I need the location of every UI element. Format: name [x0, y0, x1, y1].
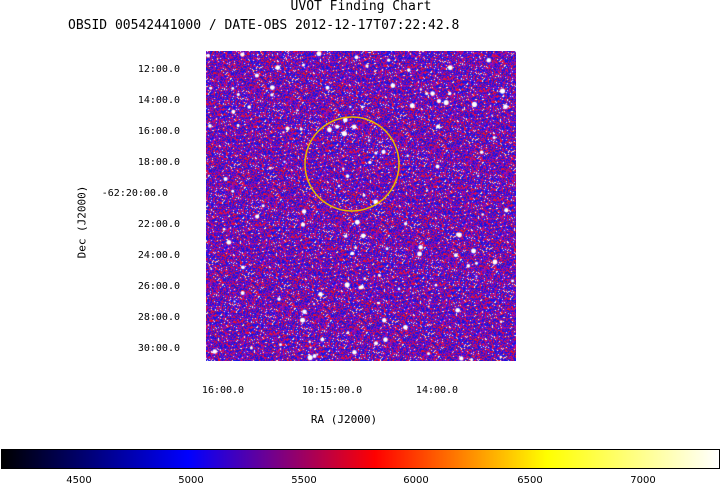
dec-tick-label: 24:00.0 — [137, 250, 180, 261]
colorbar-tick-label: 5500 — [291, 475, 317, 486]
dec-tick-label: 26:00.0 — [137, 281, 180, 292]
dec-tick-label: 16:00.0 — [137, 126, 180, 137]
chart-subtitle: OBSID 00542441000 / DATE-OBS 2012-12-17T… — [68, 18, 460, 33]
dec-tick-label: 30:00.0 — [137, 343, 180, 354]
dec-tick-label: 14:00.0 — [137, 95, 180, 106]
colorbar — [1, 449, 720, 469]
region-overlay — [304, 116, 400, 212]
colorbar-tick-label: 5000 — [178, 475, 204, 486]
y-axis-label: Dec (J2000) — [75, 185, 89, 259]
x-axis-label: RA (J2000) — [310, 413, 378, 426]
ra-tick-label: 14:00.0 — [415, 385, 459, 396]
ra-tick-label: 10:15:00.0 — [301, 385, 363, 396]
sky-image[interactable] — [206, 51, 516, 361]
colorbar-tick-label: 6500 — [517, 475, 543, 486]
dec-tick-label: 22:00.0 — [137, 219, 180, 230]
dec-tick-label: 12:00.0 — [137, 64, 180, 75]
chart-title: UVOT Finding Chart — [290, 0, 432, 14]
ra-tick-label: 16:00.0 — [201, 385, 245, 396]
dec-tick-label: 18:00.0 — [137, 157, 180, 168]
source-region-circle — [304, 116, 400, 212]
dec-tick-label: -62:20:00.0 — [101, 188, 168, 199]
colorbar-tick-label: 6000 — [403, 475, 429, 486]
colorbar-tick-label: 7000 — [630, 475, 656, 486]
colorbar-tick-label: 4500 — [66, 475, 92, 486]
dec-tick-label: 28:00.0 — [137, 312, 180, 323]
